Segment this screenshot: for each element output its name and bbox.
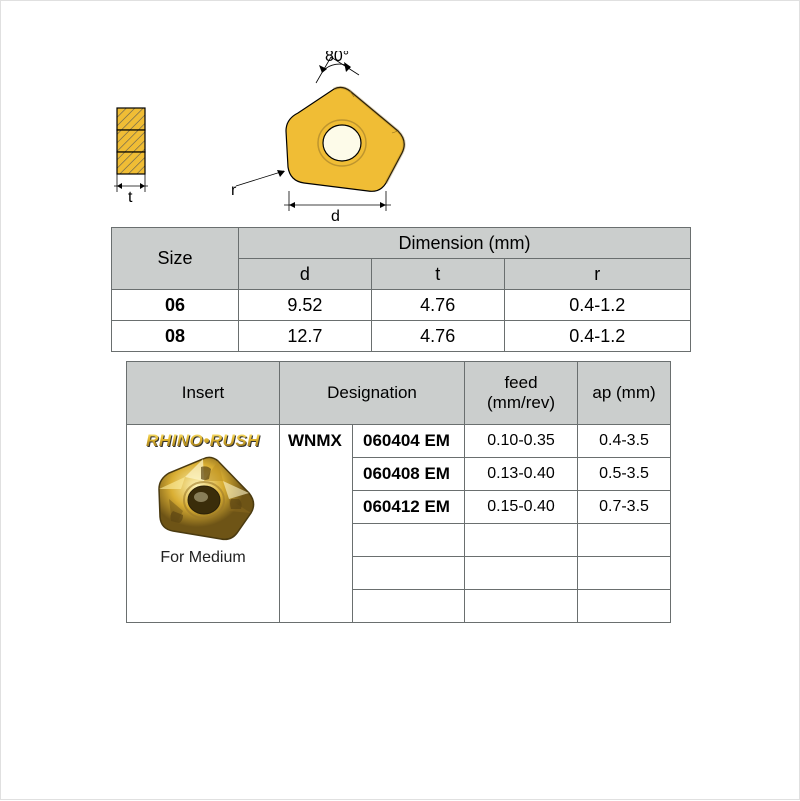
cell-feed: 0.13-0.40	[465, 458, 578, 491]
d-label: d	[331, 208, 340, 225]
th-t: t	[371, 259, 504, 290]
cell-r: 0.4-1.2	[504, 321, 690, 352]
cell-desig: 060412 EM	[353, 491, 465, 524]
cell-feed: 0.15-0.40	[465, 491, 578, 524]
cell-desig: 060404 EM	[353, 425, 465, 458]
th-r: r	[504, 259, 690, 290]
page-container: t 80° r	[1, 1, 800, 801]
cell-ap: 0.5-3.5	[578, 458, 671, 491]
diagram-area: t 80° r	[111, 51, 451, 221]
insert-caption: For Medium	[160, 549, 245, 566]
insert-image	[151, 453, 256, 543]
th-size: Size	[112, 228, 239, 290]
th-ap: ap (mm)	[578, 362, 671, 425]
th-dimension: Dimension (mm)	[239, 228, 691, 259]
cell-desig: 060408 EM	[353, 458, 465, 491]
cell-d: 12.7	[239, 321, 372, 352]
cell-r: 0.4-1.2	[504, 290, 690, 321]
th-feed: feed (mm/rev)	[465, 362, 578, 425]
cell-t: 4.76	[371, 321, 504, 352]
rhino-rush-logo: RHINO•RUSH	[131, 431, 275, 451]
insert-cell: RHINO•RUSH	[127, 425, 280, 623]
t-label: t	[128, 189, 133, 206]
th-insert: Insert	[127, 362, 280, 425]
side-view-diagram: t	[111, 106, 159, 216]
table-row: 06 9.52 4.76 0.4-1.2	[112, 290, 691, 321]
cell-t: 4.76	[371, 290, 504, 321]
table-row: 08 12.7 4.76 0.4-1.2	[112, 321, 691, 352]
th-d: d	[239, 259, 372, 290]
dimension-table: Size Dimension (mm) d t r 06 9.52 4.76 0…	[111, 227, 691, 352]
r-label: r	[231, 182, 237, 199]
th-designation: Designation	[280, 362, 465, 425]
cell-size: 06	[112, 290, 239, 321]
cell-feed: 0.10-0.35	[465, 425, 578, 458]
table-row: RHINO•RUSH	[127, 425, 671, 458]
cell-ap: 0.4-3.5	[578, 425, 671, 458]
cell-d: 9.52	[239, 290, 372, 321]
top-view-diagram: 80° r d	[231, 51, 461, 231]
cell-ap: 0.7-3.5	[578, 491, 671, 524]
code-cell: WNMX	[280, 425, 353, 623]
designation-table: Insert Designation feed (mm/rev) ap (mm)…	[126, 361, 671, 623]
cell-size: 08	[112, 321, 239, 352]
angle-label: 80°	[325, 51, 349, 65]
